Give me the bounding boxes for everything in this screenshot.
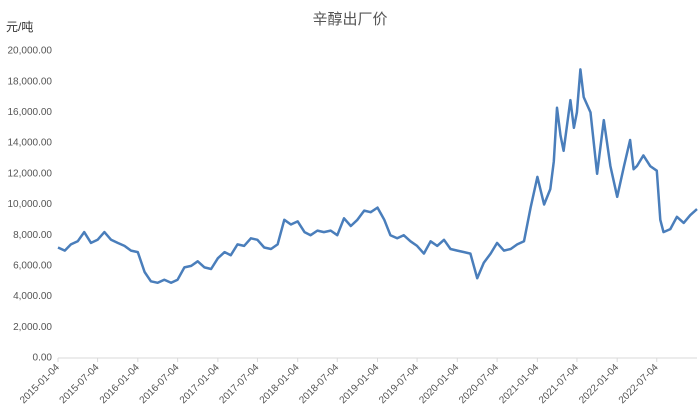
x-tick-label: 2019-01-04 (338, 362, 382, 406)
y-tick-label: 16,000.00 (8, 107, 53, 118)
x-tick-label: 2021-01-04 (497, 362, 541, 406)
y-tick-label: 2,000.00 (13, 322, 52, 333)
x-tick-label: 2015-01-04 (18, 362, 62, 406)
y-tick-label: 6,000.00 (13, 261, 52, 272)
x-tick-label: 2016-01-04 (98, 362, 142, 406)
y-axis-unit: 元/吨 (6, 20, 33, 34)
x-tick-label: 2020-01-04 (417, 362, 461, 406)
x-tick-label: 2018-07-04 (297, 362, 341, 406)
y-tick-label: 0.00 (33, 353, 53, 364)
y-tick-label: 12,000.00 (8, 168, 53, 179)
y-tick-label: 20,000.00 (8, 46, 53, 57)
y-tick-label: 8,000.00 (13, 230, 52, 241)
x-tick-label: 2019-07-04 (377, 362, 421, 406)
x-tick-label: 2022-07-04 (617, 362, 661, 406)
x-tick-label: 2022-01-04 (577, 362, 621, 406)
y-tick-label: 10,000.00 (8, 199, 53, 210)
x-tick-label: 2016-07-04 (138, 362, 182, 406)
y-tick-label: 14,000.00 (8, 138, 53, 149)
x-tick-label: 2018-01-04 (258, 362, 302, 406)
x-tick-label: 2017-01-04 (178, 362, 222, 406)
x-tick-label: 2017-07-04 (217, 362, 261, 406)
x-tick-label: 2021-07-04 (537, 362, 581, 406)
x-tick-label: 2015-07-04 (58, 362, 102, 406)
y-tick-label: 4,000.00 (13, 291, 52, 302)
x-tick-label: 2020-07-04 (457, 362, 501, 406)
price-line (57, 68, 698, 285)
y-tick-label: 18,000.00 (8, 76, 53, 87)
chart-title: 辛醇出厂价 (312, 11, 387, 28)
